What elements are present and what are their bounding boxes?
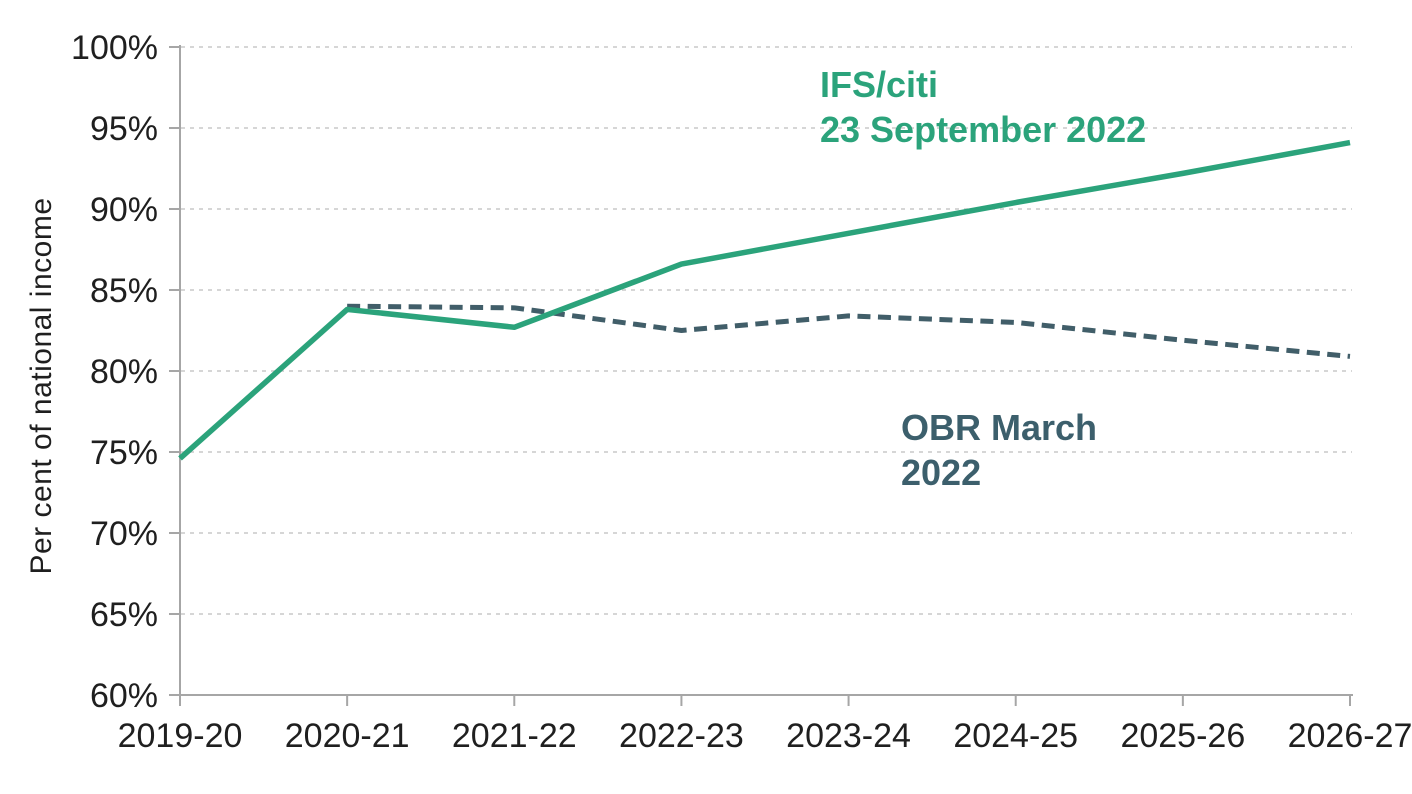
series-label-obr-line1: OBR March [901,407,1098,448]
x-tick-label: 2021-22 [452,717,577,755]
y-tick-label: 85% [90,272,158,310]
series-label-obr-line2: 2022 [901,452,982,493]
x-tick-label: 2026-27 [1288,717,1412,755]
x-tick-label: 2023-24 [786,717,911,755]
series-line-ifs [178,139,1351,461]
series-label-obr: OBR March 2022 [901,405,1097,495]
y-axis-title: Per cent of national income [25,197,58,575]
y-tick-label: 60% [90,677,158,715]
y-tick-label: 65% [90,596,158,634]
x-tick-label: 2024-25 [953,717,1078,755]
series-label-ifs-line2: 23 September 2022 [820,109,1147,150]
series-label-ifs: IFS/citi 23 September 2022 [820,62,1146,152]
x-tick-label: 2019-20 [118,717,243,755]
y-tick-label: 80% [90,353,158,391]
x-tick-label: 2025-26 [1120,717,1245,755]
y-tick-label: 70% [90,515,158,553]
series-line-obr [347,303,1351,359]
y-tick-label: 90% [90,191,158,229]
y-tick-label: 95% [90,110,158,148]
x-tick-label: 2020-21 [285,717,410,755]
y-tick-label: 100% [71,29,158,67]
x-tick-label: 2022-23 [619,717,744,755]
y-tick-label: 75% [90,434,158,472]
series-label-ifs-line1: IFS/citi [820,64,939,105]
